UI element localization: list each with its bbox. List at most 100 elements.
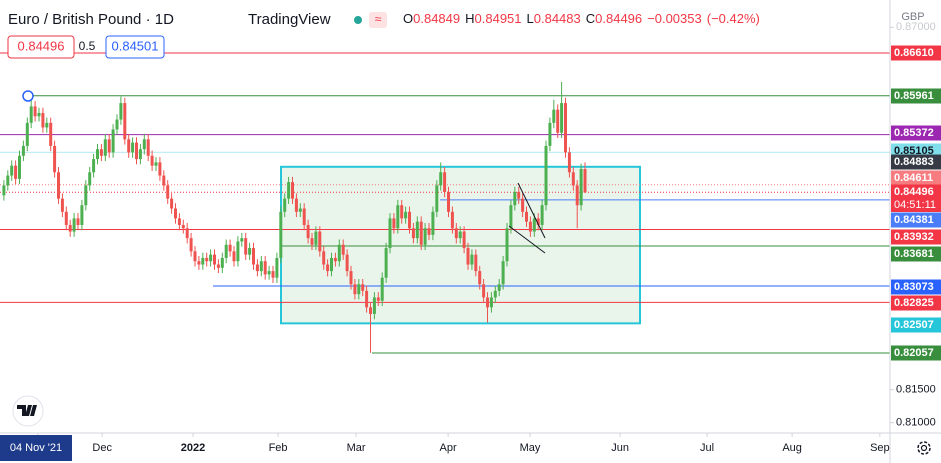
candle-body: [267, 271, 271, 275]
candle-body: [419, 221, 423, 245]
candle-body: [513, 192, 517, 206]
candle-body: [376, 297, 380, 301]
level-label-box: [891, 154, 941, 170]
ohlc-label: L: [527, 11, 534, 26]
status-icon: ≈: [375, 12, 382, 26]
candle-body: [248, 248, 252, 255]
sell-box[interactable]: [7, 35, 75, 59]
candle-body: [287, 182, 291, 199]
candle-body: [103, 139, 107, 156]
x-tick-label: Dec: [92, 442, 112, 454]
buy-price[interactable]: 0.84501: [112, 38, 159, 53]
candle-body: [548, 122, 552, 146]
candle-body: [404, 211, 408, 219]
level-label: 0.82825: [894, 297, 934, 309]
x-tick-label: 2022: [181, 442, 205, 454]
candle-body: [14, 165, 18, 179]
x-tick-label: Sep: [870, 442, 890, 454]
candle-body: [482, 284, 486, 298]
settings-icon[interactable]: [917, 441, 931, 455]
candle-body: [330, 257, 334, 272]
candle-body: [10, 165, 14, 176]
candle-body: [372, 297, 376, 314]
candle-body: [486, 297, 490, 308]
x-tick-label: 04 Nov '21: [10, 442, 62, 454]
candle-body: [193, 251, 197, 262]
candle-body: [556, 109, 560, 133]
anchor-point[interactable]: [22, 90, 34, 102]
candle-body: [322, 251, 326, 265]
candle-body: [333, 257, 337, 262]
candle-body: [92, 159, 96, 173]
level-label-box: [891, 246, 941, 262]
candle-body: [18, 155, 22, 179]
candle-body: [353, 284, 357, 295]
candle-body: [142, 139, 146, 150]
candle-body: [72, 218, 76, 232]
level-label-box: [891, 229, 941, 245]
level-label: 0.85961: [894, 90, 934, 102]
candle-body: [99, 149, 103, 156]
ohlc-value: 0.84951: [475, 11, 522, 26]
candle-body: [474, 254, 478, 272]
candle-body: [544, 145, 548, 206]
buy-box[interactable]: [105, 35, 165, 59]
candle-body: [423, 228, 427, 245]
candle-body: [68, 224, 72, 232]
candle-body: [493, 290, 497, 298]
candle-body: [291, 182, 295, 199]
candle-body: [197, 261, 201, 265]
candle-body: [341, 244, 345, 255]
candle-body: [263, 261, 267, 275]
sell-price[interactable]: 0.84496: [18, 38, 65, 53]
x-tick-label: Feb: [269, 442, 288, 454]
candle-body: [252, 248, 256, 265]
candle-body: [170, 198, 174, 209]
ohlc-header: O0.84849 H0.84951 L0.84483 C0.84496 −0.00353…: [403, 11, 760, 26]
level-label: 0.82507: [894, 319, 934, 331]
level-label-box: [891, 170, 941, 186]
candle-body: [478, 271, 482, 285]
level-label: 0.83073: [894, 281, 934, 293]
candle-body: [255, 264, 259, 272]
candle-body: [489, 297, 493, 308]
ohlc-label: C: [586, 11, 595, 26]
level-label: 0.85372: [894, 127, 934, 139]
candle-body: [365, 290, 369, 308]
candle-body: [345, 254, 349, 272]
candle-body: [302, 208, 306, 225]
candle-body: [427, 228, 431, 235]
candle-body: [388, 218, 392, 249]
candle-body: [310, 238, 314, 245]
ohlc-label: H: [465, 11, 474, 26]
trend-line[interactable]: [508, 225, 546, 254]
candle-body: [528, 221, 532, 232]
candle-body: [201, 257, 205, 265]
candle-body: [462, 231, 466, 249]
candle-body: [283, 198, 287, 212]
candle-body: [396, 205, 400, 229]
candle-body: [189, 238, 193, 252]
drawings: [22, 90, 546, 254]
candle-body: [271, 271, 275, 278]
level-label: 0.82057: [894, 347, 934, 359]
trend-line[interactable]: [517, 182, 546, 239]
candle-body: [318, 231, 322, 252]
candle-body: [294, 198, 298, 212]
ohlc-value: 0.84849: [413, 11, 460, 26]
candle-body: [501, 261, 505, 285]
level-label-box: [891, 88, 941, 104]
x-tick-label: Aug: [782, 442, 802, 454]
candle-body: [439, 172, 443, 186]
x-tick-label: Jun: [611, 442, 629, 454]
candle-body: [458, 231, 462, 239]
candle-body: [380, 277, 384, 301]
candle-body: [33, 106, 37, 117]
candle-body: [88, 172, 92, 186]
candle-body: [154, 162, 158, 166]
candle-body: [361, 284, 365, 291]
candle-body: [521, 198, 525, 212]
x-tick-label: Mar: [347, 442, 366, 454]
candle-body: [107, 139, 111, 153]
candle-body: [162, 175, 166, 186]
